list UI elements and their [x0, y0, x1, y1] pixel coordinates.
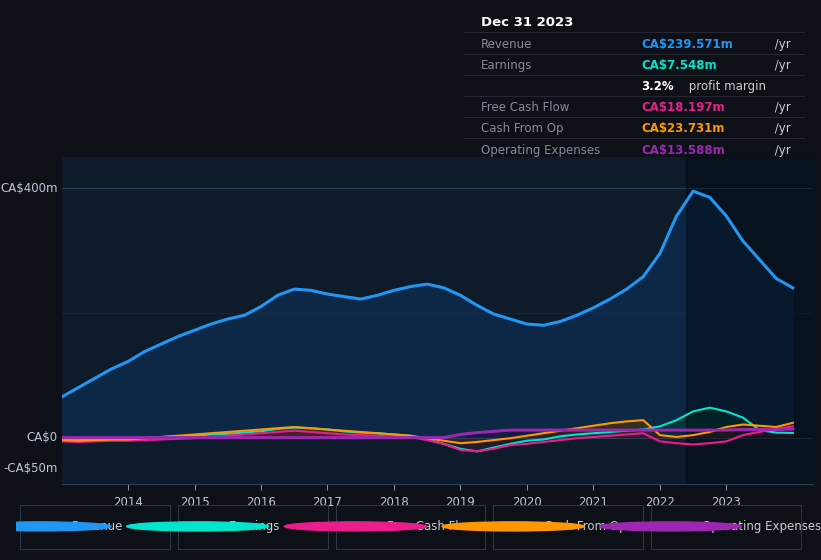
Text: CA$239.571m: CA$239.571m	[641, 38, 733, 50]
Bar	[686, 157, 813, 484]
Text: Earnings: Earnings	[229, 520, 281, 533]
Text: Operating Expenses: Operating Expenses	[481, 143, 600, 157]
Text: Revenue: Revenue	[481, 38, 532, 50]
Text: /yr: /yr	[770, 38, 791, 50]
Text: CA$23.731m: CA$23.731m	[641, 123, 724, 136]
Text: -CA$50m: -CA$50m	[3, 463, 57, 475]
Circle shape	[284, 522, 426, 531]
Text: CA$400m: CA$400m	[0, 181, 57, 194]
Text: Cash From Op: Cash From Op	[481, 123, 563, 136]
Text: CA$18.197m: CA$18.197m	[641, 101, 725, 114]
Text: CA$7.548m: CA$7.548m	[641, 59, 717, 72]
Text: Free Cash Flow: Free Cash Flow	[387, 520, 475, 533]
Text: CA$0: CA$0	[26, 431, 57, 444]
Text: Free Cash Flow: Free Cash Flow	[481, 101, 569, 114]
Circle shape	[442, 522, 584, 531]
Text: Cash From Op: Cash From Op	[544, 520, 627, 533]
Text: Revenue: Revenue	[71, 520, 123, 533]
Text: /yr: /yr	[770, 143, 791, 157]
Text: /yr: /yr	[770, 123, 791, 136]
Text: 3.2%: 3.2%	[641, 80, 674, 93]
Text: /yr: /yr	[770, 101, 791, 114]
Text: Operating Expenses: Operating Expenses	[702, 520, 821, 533]
Text: profit margin: profit margin	[686, 80, 766, 93]
Text: /yr: /yr	[770, 59, 791, 72]
Text: CA$13.588m: CA$13.588m	[641, 143, 725, 157]
Text: Dec 31 2023: Dec 31 2023	[481, 16, 573, 29]
Text: Earnings: Earnings	[481, 59, 532, 72]
Circle shape	[126, 522, 268, 531]
Circle shape	[599, 522, 741, 531]
Circle shape	[0, 522, 111, 531]
